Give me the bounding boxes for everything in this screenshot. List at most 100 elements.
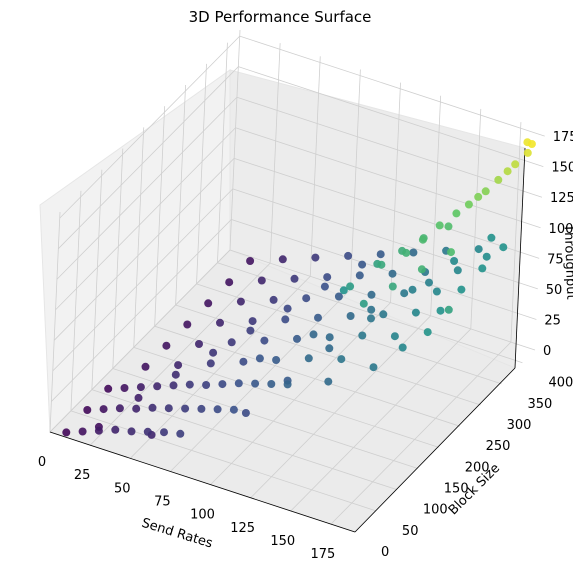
data-point: [141, 362, 150, 371]
data-point: [444, 222, 453, 231]
data-point: [334, 292, 343, 301]
data-point: [181, 404, 190, 413]
data-point: [474, 245, 483, 254]
x-tick-label: 25: [74, 468, 91, 483]
data-point: [304, 354, 313, 363]
data-point: [171, 370, 180, 379]
y-gridline: [133, 346, 439, 448]
data-point: [234, 379, 243, 388]
data-point: [257, 276, 266, 285]
z-gridline: [51, 219, 232, 402]
z-gridline: [232, 188, 538, 290]
data-point: [136, 383, 145, 392]
data-point: [132, 404, 141, 413]
x-tick-label: 100: [190, 508, 215, 523]
z-gridline: [52, 188, 234, 372]
data-point: [302, 294, 311, 303]
data-point: [436, 306, 445, 315]
data-point: [346, 312, 355, 320]
data-point: [148, 403, 157, 412]
z-axis-label: Throughput: [561, 223, 573, 300]
data-point: [104, 384, 113, 393]
y-axis-line: [354, 367, 516, 533]
z-gridline: [58, 66, 239, 249]
data-point: [320, 282, 329, 291]
z-gridline: [235, 127, 541, 229]
data-point: [267, 380, 276, 388]
data-point: [376, 250, 385, 259]
z-tick-label: 150: [551, 161, 573, 176]
data-point: [432, 287, 441, 296]
axis-lines: [49, 147, 526, 533]
z-tick-label: 175: [553, 130, 573, 145]
data-point: [523, 148, 532, 157]
data-point: [236, 297, 245, 306]
y-tick-label: 250: [486, 439, 511, 454]
y-tick-label: 350: [528, 397, 553, 412]
data-point: [62, 428, 71, 437]
data-point: [239, 357, 248, 366]
data-point: [418, 235, 427, 244]
data-point: [499, 243, 508, 252]
z-gridline: [229, 249, 536, 351]
data-point: [251, 379, 260, 388]
data-point: [293, 334, 301, 343]
z-gridline: [49, 249, 231, 433]
z-tick-label: 0: [543, 344, 551, 359]
data-point: [153, 382, 162, 391]
data-point: [241, 409, 250, 417]
data-point: [411, 308, 420, 317]
data-point: [229, 405, 238, 414]
data-point: [325, 333, 334, 342]
data-point: [176, 429, 185, 438]
data-point: [400, 289, 409, 298]
data-point: [388, 282, 397, 291]
data-point: [325, 344, 334, 353]
data-point: [324, 377, 333, 386]
data-point: [453, 266, 462, 275]
data-point: [278, 255, 287, 264]
data-point: [355, 271, 364, 280]
data-point: [358, 331, 367, 340]
data-point: [464, 200, 473, 209]
data-point: [444, 305, 453, 314]
data-point: [169, 381, 178, 390]
data-point: [346, 282, 355, 291]
y-tick-label: 400: [548, 376, 573, 391]
data-point: [482, 252, 491, 261]
z-gridline: [59, 35, 241, 219]
data-point: [457, 285, 466, 294]
data-point: [209, 348, 218, 357]
data-point: [83, 406, 92, 414]
data-point: [359, 299, 368, 308]
data-point: [379, 310, 388, 319]
data-point: [78, 427, 87, 436]
data-point: [272, 356, 281, 364]
data-point: [450, 257, 459, 265]
x-tick-label: 75: [154, 494, 171, 509]
x-axis-line: [49, 431, 356, 533]
data-point: [185, 380, 194, 389]
z-tick-label: 50: [546, 283, 563, 298]
data-point: [269, 295, 278, 304]
data-point: [474, 192, 483, 201]
data-point: [398, 343, 407, 352]
y-gridline: [196, 283, 502, 385]
x-gridline: [129, 276, 311, 459]
data-point: [216, 318, 224, 327]
data-point: [503, 167, 512, 176]
data-point: [388, 269, 397, 278]
data-point: [246, 257, 255, 265]
data-point: [367, 305, 376, 314]
z-gridline: [239, 35, 545, 137]
x-tick-label: 150: [270, 534, 295, 549]
data-point: [337, 355, 346, 364]
data-point: [115, 404, 124, 413]
data-point: [255, 354, 264, 363]
back-panes: [39, 69, 526, 533]
data-point: [143, 427, 152, 436]
y-tick-label: 200: [465, 460, 490, 475]
data-point: [369, 363, 378, 372]
